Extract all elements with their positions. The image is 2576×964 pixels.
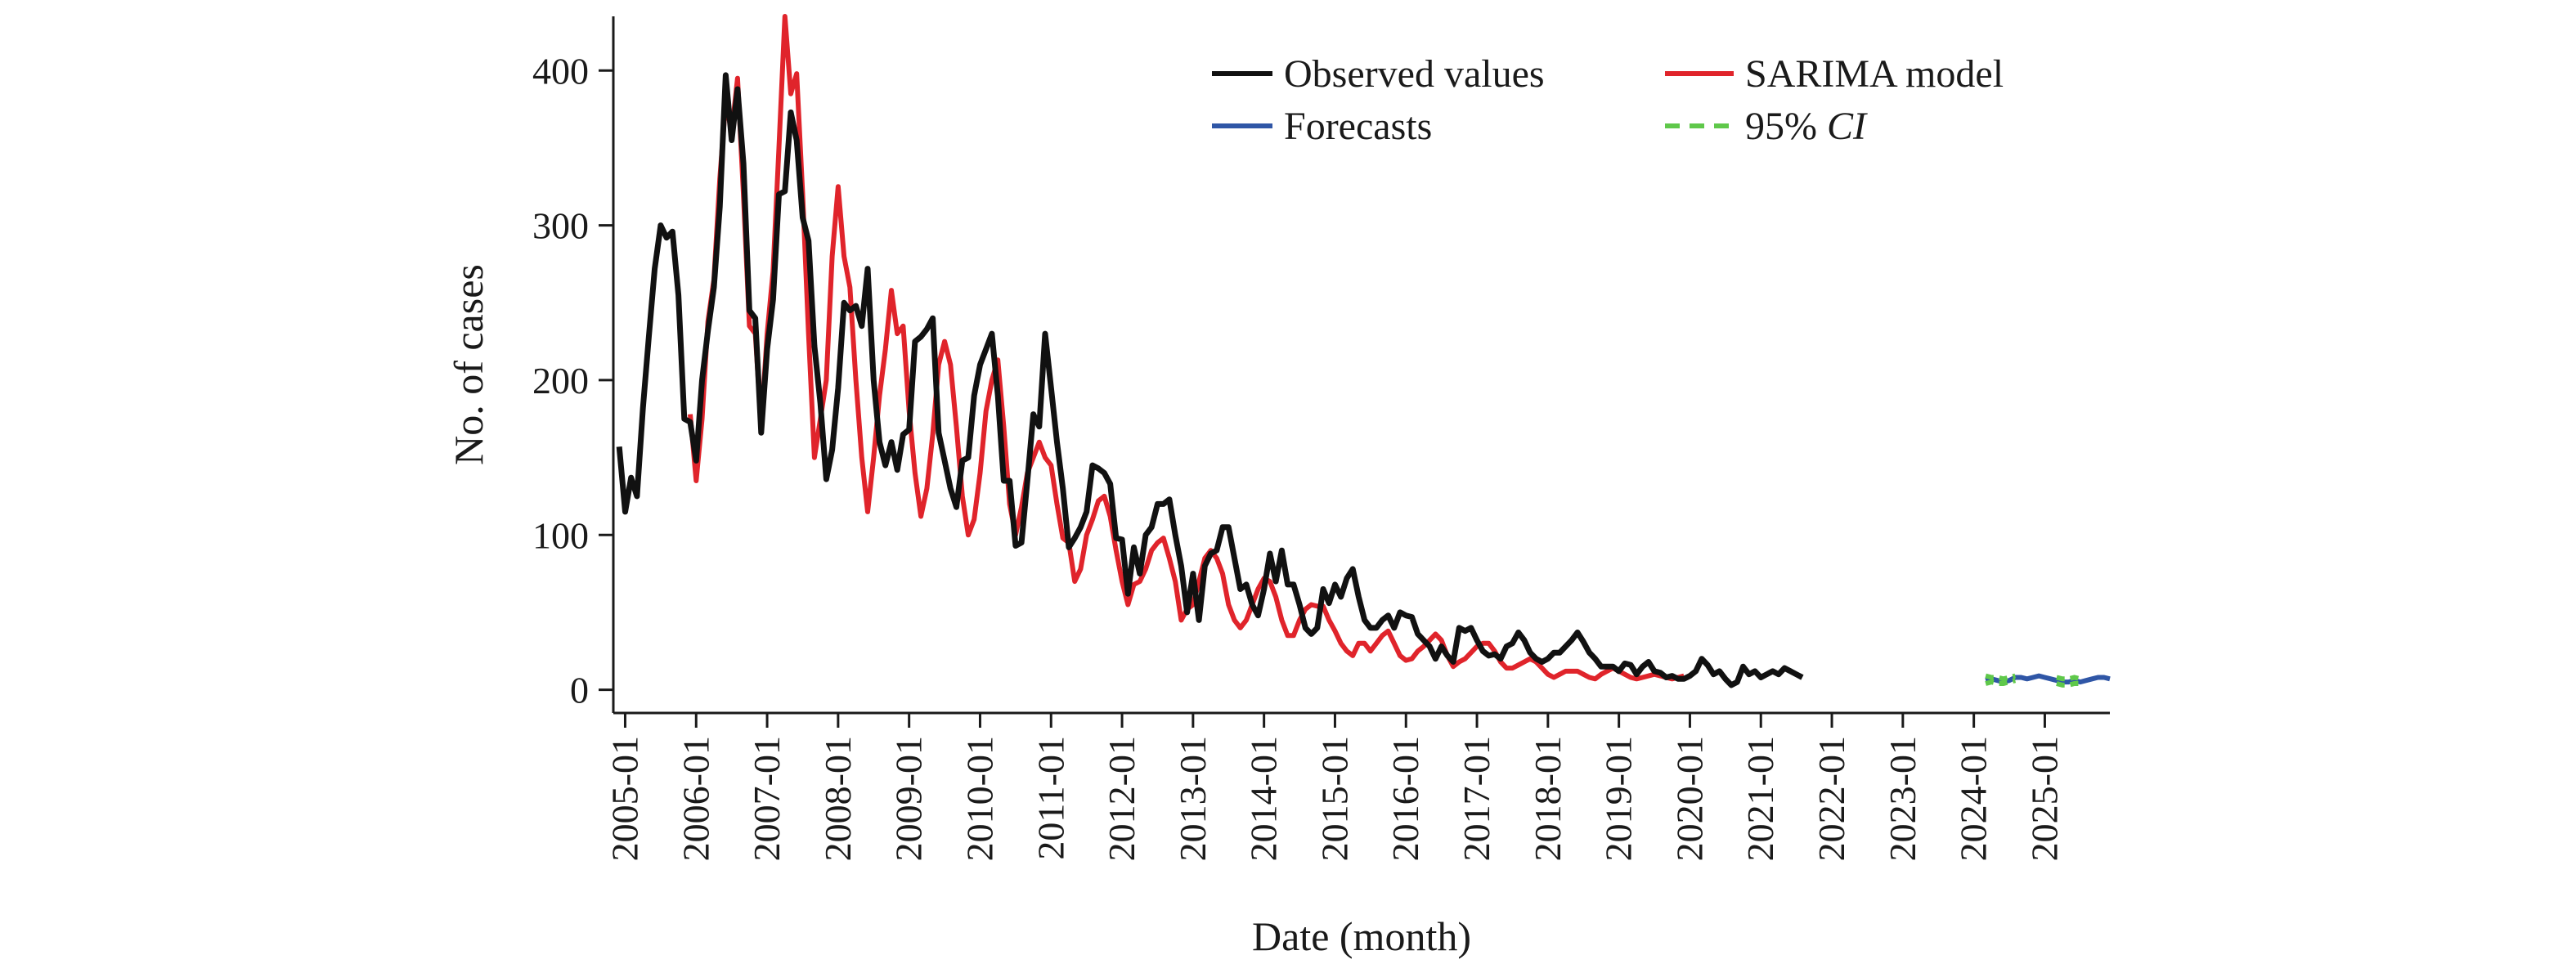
x-axis-title: Date (month): [1252, 913, 1471, 959]
x-tick-label: 2018-01: [1527, 736, 1568, 861]
y-tick-label: 200: [532, 360, 589, 401]
x-tick-label: 2021-01: [1739, 736, 1781, 861]
y-axis-ticks: 0 100 200 300 400: [532, 50, 613, 711]
x-tick-label: 2024-01: [1953, 736, 1995, 861]
x-tick-label: 2007-01: [746, 736, 788, 861]
x-tick-label: 2020-01: [1668, 736, 1710, 861]
legend-item-observed: Observed values: [1212, 52, 1545, 96]
legend-label-forecasts: Forecasts: [1284, 105, 1432, 148]
y-tick-label: 300: [532, 205, 589, 247]
x-axis-ticks: 2005-01 2006-01 2007-01 2008-01 2009-01 2010-…: [604, 713, 2065, 861]
x-tick-label: 2015-01: [1313, 736, 1355, 861]
series-line-ci-upper: [2056, 675, 2081, 682]
legend-item-ci: 95% CI: [1665, 105, 1868, 148]
y-tick-label: 400: [532, 50, 589, 92]
x-tick-label: 2005-01: [604, 736, 645, 861]
series-line-observed-values: [616, 72, 1804, 688]
x-tick-label: 2012-01: [1101, 736, 1142, 861]
x-tick-label: 2013-01: [1172, 736, 1214, 861]
series-line-ci-lower: [1985, 678, 2017, 686]
x-tick-label: 2014-01: [1243, 736, 1285, 861]
x-tick-label: 2017-01: [1456, 736, 1497, 861]
y-axis-title: No. of cases: [446, 264, 491, 465]
legend: Observed values Forecasts SARIMA model 9…: [1212, 52, 2004, 148]
x-tick-label: 2022-01: [1811, 736, 1852, 861]
plot-area: [616, 14, 2111, 688]
x-tick-label: 2023-01: [1882, 736, 1923, 861]
y-tick-label: 100: [532, 514, 589, 556]
legend-item-sarima: SARIMA model: [1665, 52, 2004, 96]
x-tick-label: 2010-01: [958, 736, 1000, 861]
legend-item-forecasts: Forecasts: [1212, 105, 1432, 148]
y-tick-label: 0: [570, 670, 589, 711]
x-tick-label: 2009-01: [888, 736, 930, 861]
legend-label-ci: 95% CI: [1745, 105, 1868, 148]
x-tick-label: 2016-01: [1384, 736, 1426, 861]
series-line-ci-upper: [1985, 673, 2017, 682]
axes: 0 100 200 300 400 2005-01 2006-01 2007-01 2008-…: [446, 16, 2110, 959]
x-tick-label: 2006-01: [675, 736, 716, 861]
legend-label-observed: Observed values: [1284, 52, 1545, 96]
series-line-ci-lower: [2056, 681, 2080, 688]
legend-label-sarima: SARIMA model: [1745, 52, 2004, 96]
x-tick-label: 2019-01: [1598, 736, 1640, 861]
x-tick-label: 2025-01: [2023, 736, 2065, 861]
x-tick-label: 2011-01: [1030, 736, 1071, 860]
x-tick-label: 2008-01: [817, 736, 859, 861]
